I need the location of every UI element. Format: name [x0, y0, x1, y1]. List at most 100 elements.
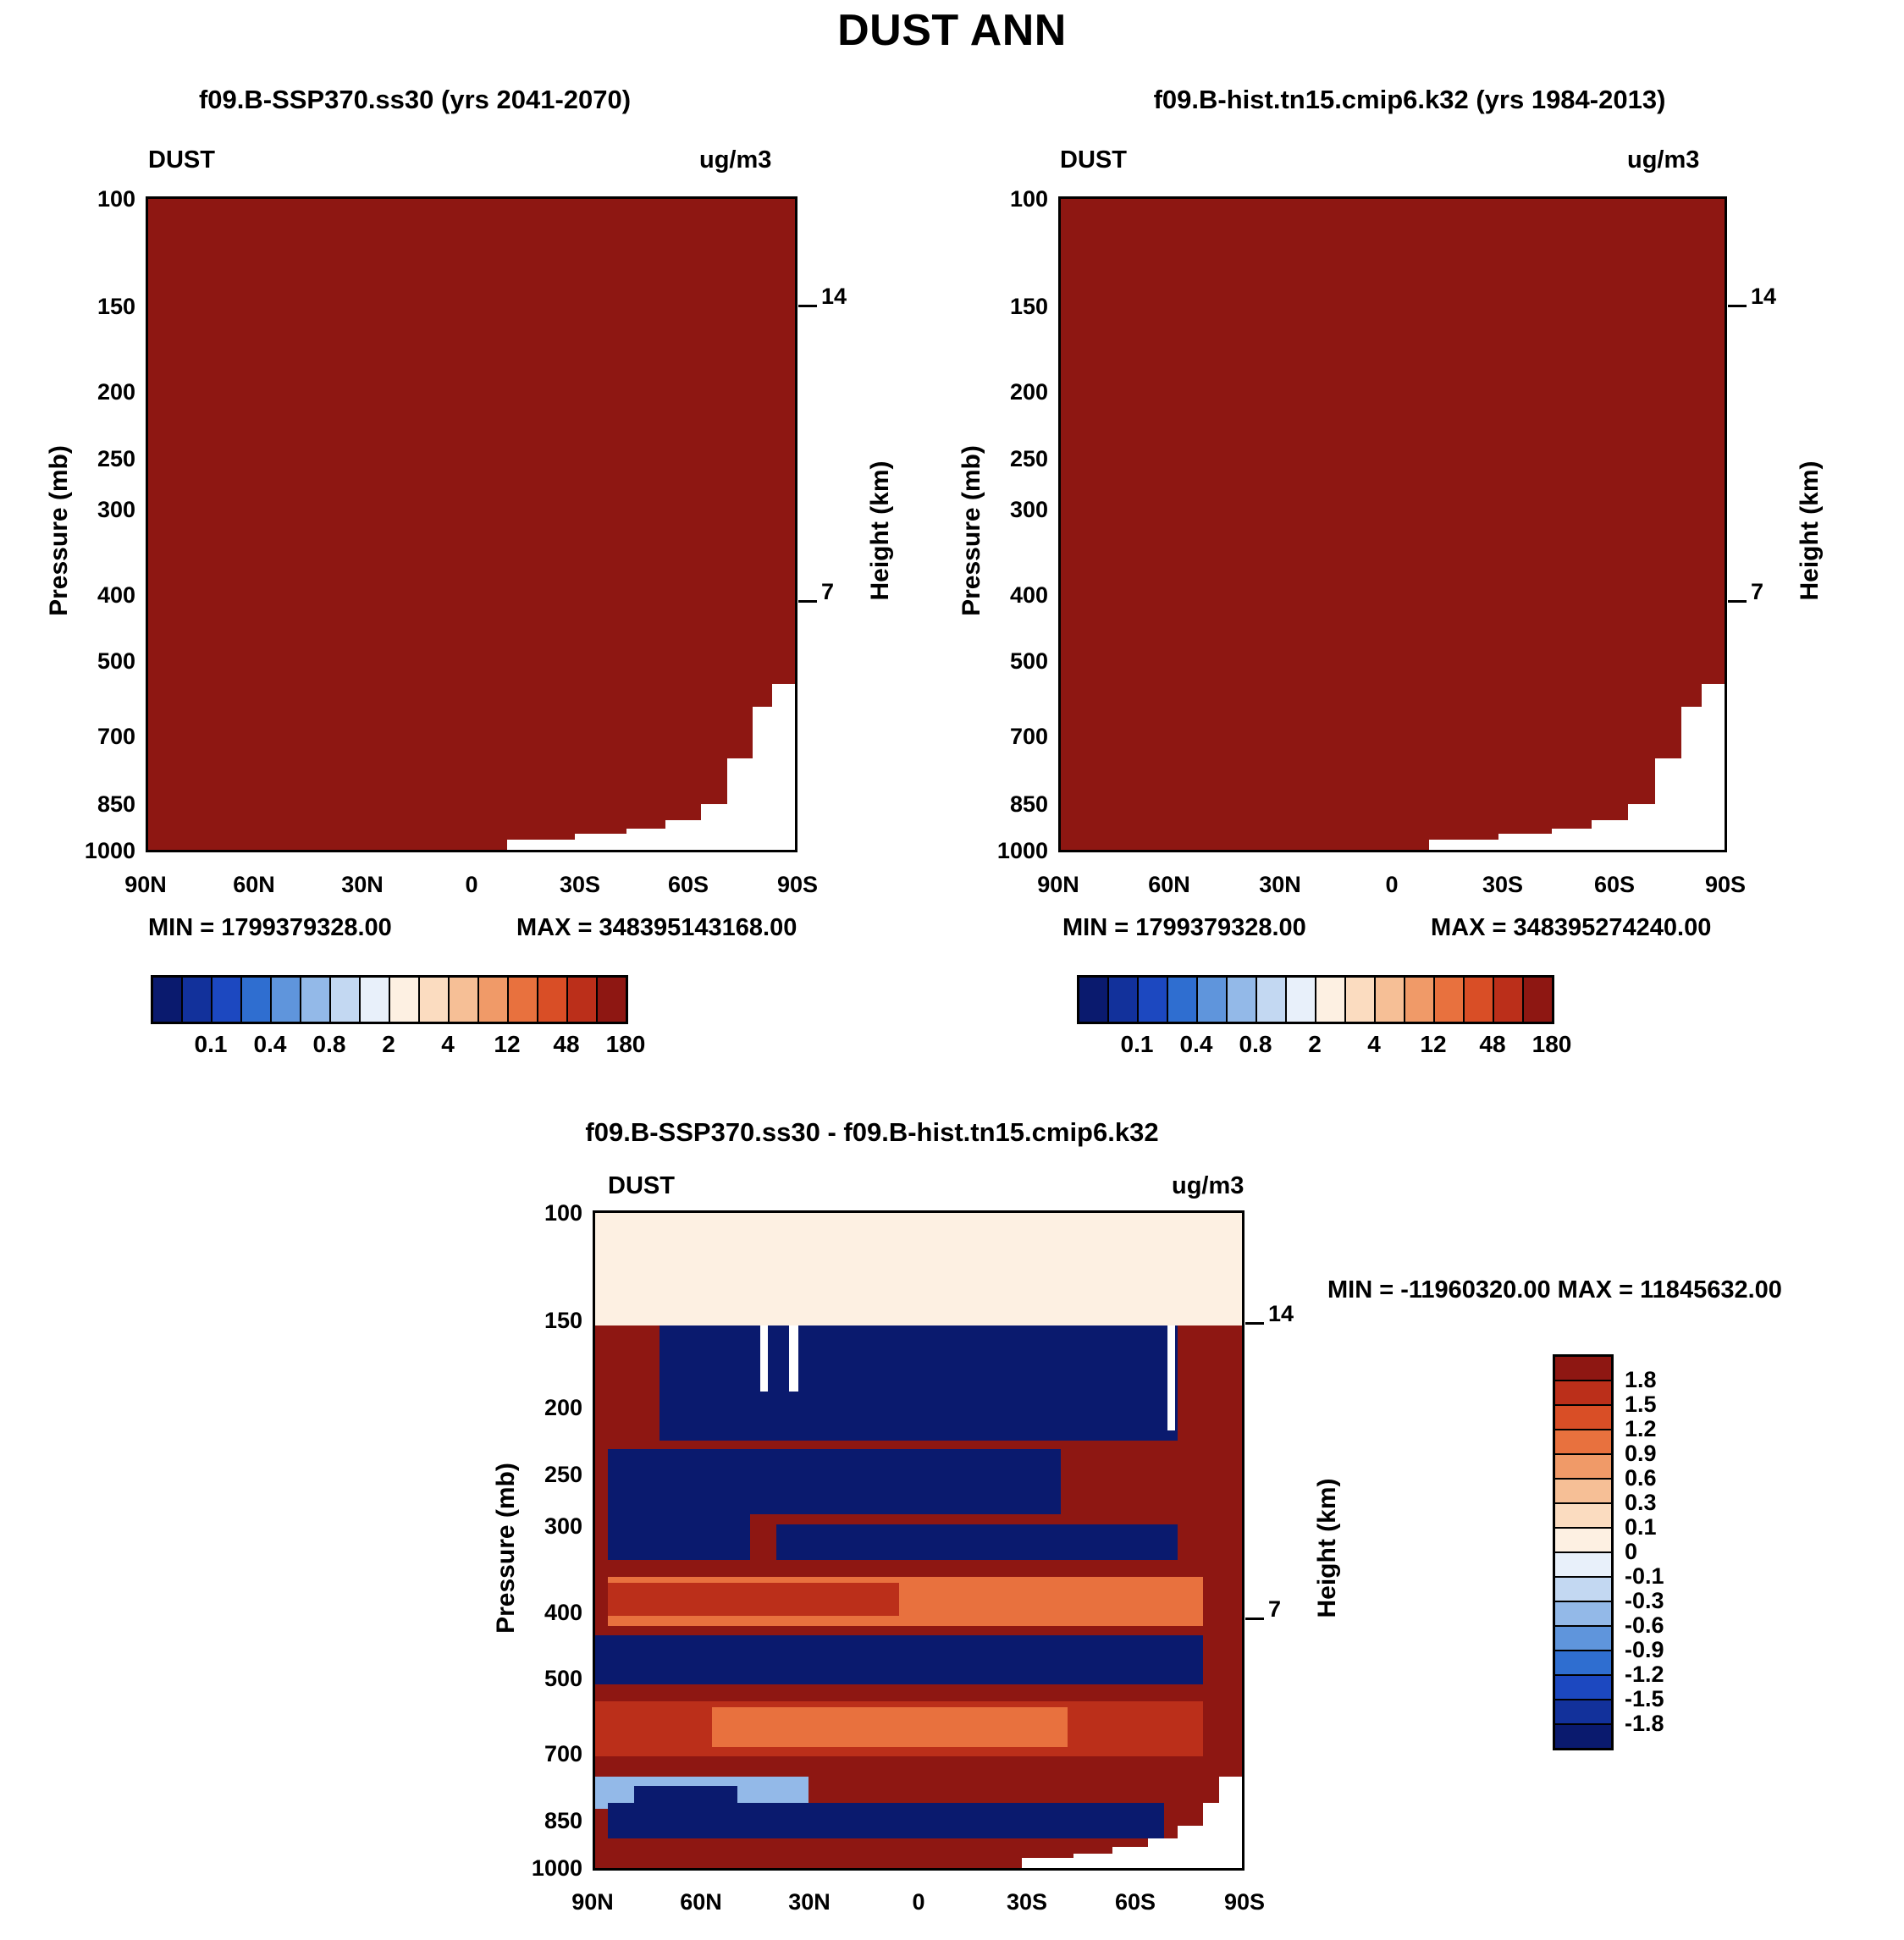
near-zero-region	[595, 1213, 1242, 1326]
tickmark	[1728, 600, 1747, 603]
missing-data-region	[1592, 820, 1631, 850]
colorbar-cell	[1376, 978, 1405, 1022]
missing-data-region	[1628, 804, 1657, 850]
panel-title-right: f09.B-hist.tn15.cmip6.k32 (yrs 1984-2013…	[1153, 85, 1666, 114]
tickmark	[1728, 305, 1747, 307]
ytick-label: 850	[1009, 791, 1048, 817]
colorbar-tick-label: 2	[1308, 1031, 1322, 1057]
tickmark	[798, 305, 817, 307]
missing-data-region	[1654, 758, 1684, 850]
colorbar-tick-label: 0.8	[1239, 1031, 1272, 1057]
colorbar-cell	[1494, 978, 1524, 1022]
missing-data-region	[507, 840, 577, 850]
colorbar-tick-label: 2	[382, 1031, 395, 1057]
colorbar-cell	[1555, 1578, 1611, 1602]
colorbar-tick-label: 1.8	[1625, 1367, 1657, 1392]
colorbar-cell	[1524, 978, 1552, 1022]
colorbar-tick-label: 0.1	[1120, 1031, 1154, 1057]
colorbar-cell	[1346, 978, 1376, 1022]
colorbar-tick-label: 0.1	[194, 1031, 228, 1057]
missing-data-region	[1219, 1776, 1242, 1868]
ytick-label: 150	[1009, 294, 1048, 319]
missing-data-region	[1552, 829, 1594, 850]
ytick-label: 300	[97, 497, 135, 522]
colorbar-tick-label: 12	[494, 1031, 521, 1057]
colorbar-cell	[301, 978, 331, 1022]
missing-data-region	[726, 758, 755, 850]
missing-data-region	[665, 820, 704, 850]
xtick-label: 0	[1385, 872, 1399, 897]
ytick-label: 1000	[996, 838, 1048, 863]
colorbar-tick-label: -1.8	[1625, 1711, 1664, 1736]
negative-region	[770, 1325, 778, 1369]
missing-data-region	[1148, 1838, 1179, 1868]
saturated-field	[1061, 199, 1725, 850]
ytick-label: 700	[97, 724, 135, 749]
missing-data-region	[1498, 833, 1554, 850]
xtick-label: 30S	[1482, 872, 1524, 897]
positive-region	[1203, 1429, 1242, 1822]
colorbar-tick-label: 0.6	[1625, 1465, 1657, 1491]
colorbar-cell	[212, 978, 242, 1022]
plot-area-right	[1058, 196, 1727, 852]
ytick-label: 850	[544, 1808, 582, 1833]
xtick-label: 60S	[667, 872, 709, 897]
ytick-label: 500	[97, 648, 135, 674]
colorbar-cell	[242, 978, 272, 1022]
colorbar-tick-label: 0.4	[253, 1031, 287, 1057]
colorbar-cell	[1109, 978, 1139, 1022]
xtick-label: 0	[912, 1889, 925, 1915]
rtick-label: 14	[1268, 1301, 1294, 1326]
ytick-label: 250	[97, 446, 135, 471]
colorbar-cell	[183, 978, 212, 1022]
xtick-label: 90N	[571, 1889, 614, 1915]
colorbar-cell	[272, 978, 301, 1022]
colorbar-cell	[390, 978, 420, 1022]
colorbar-cell	[479, 978, 509, 1022]
missing-data-region	[626, 829, 668, 850]
gap-region	[1167, 1325, 1176, 1430]
variable-label-diff: DUST	[608, 1172, 675, 1199]
colorbar-cell	[1555, 1381, 1611, 1406]
negative-region	[608, 1514, 751, 1561]
gap-region	[759, 1325, 768, 1392]
ytick-label: 1000	[531, 1855, 582, 1881]
negative-region	[595, 1635, 1204, 1685]
unit-label-diff: ug/m3	[1172, 1172, 1244, 1199]
missing-data-region	[1177, 1825, 1206, 1868]
ytick-label: 200	[1009, 379, 1048, 405]
xtick-label: 90N	[124, 872, 167, 897]
xtick-label: 30N	[788, 1889, 831, 1915]
colorbar-tick-label: 0.4	[1179, 1031, 1213, 1057]
axis-label-pressure-right: Pressure (mb)	[958, 445, 985, 616]
xtick-label: 60N	[680, 1889, 722, 1915]
colorbar-cell	[1139, 978, 1168, 1022]
missing-data-region	[1429, 840, 1501, 850]
axis-label-height-left: Height (km)	[866, 460, 894, 601]
ytick-label: 700	[1009, 724, 1048, 749]
xtick-label: 60S	[1593, 872, 1636, 897]
colorbar-cell	[598, 978, 626, 1022]
negative-region	[660, 1325, 1178, 1441]
xtick-label: 90S	[1704, 872, 1747, 897]
colorbar-cell	[1555, 1602, 1611, 1627]
colorbar-left	[151, 975, 628, 1024]
axis-label-height-diff: Height (km)	[1313, 1478, 1341, 1618]
colorbar-tick-label: 48	[553, 1031, 580, 1057]
negative-region	[608, 1802, 1165, 1839]
positive-region	[608, 1583, 900, 1616]
colorbar-cell	[1405, 978, 1435, 1022]
axis-label-pressure-diff: Pressure (mb)	[492, 1463, 520, 1634]
xtick-label: 30N	[341, 872, 384, 897]
colorbar-tick-label: 48	[1479, 1031, 1506, 1057]
colorbar-cell	[1168, 978, 1198, 1022]
colorbar-tick-label: 0.1	[1625, 1514, 1657, 1540]
negative-region	[608, 1448, 1062, 1515]
colorbar-cell	[1465, 978, 1494, 1022]
colorbar-tick-label: -0.9	[1625, 1637, 1664, 1662]
ytick-label: 400	[97, 582, 135, 608]
colorbar-cell	[509, 978, 538, 1022]
colorbar-cell	[153, 978, 183, 1022]
missing-data-region	[575, 833, 629, 850]
plot-area-left	[146, 196, 797, 852]
